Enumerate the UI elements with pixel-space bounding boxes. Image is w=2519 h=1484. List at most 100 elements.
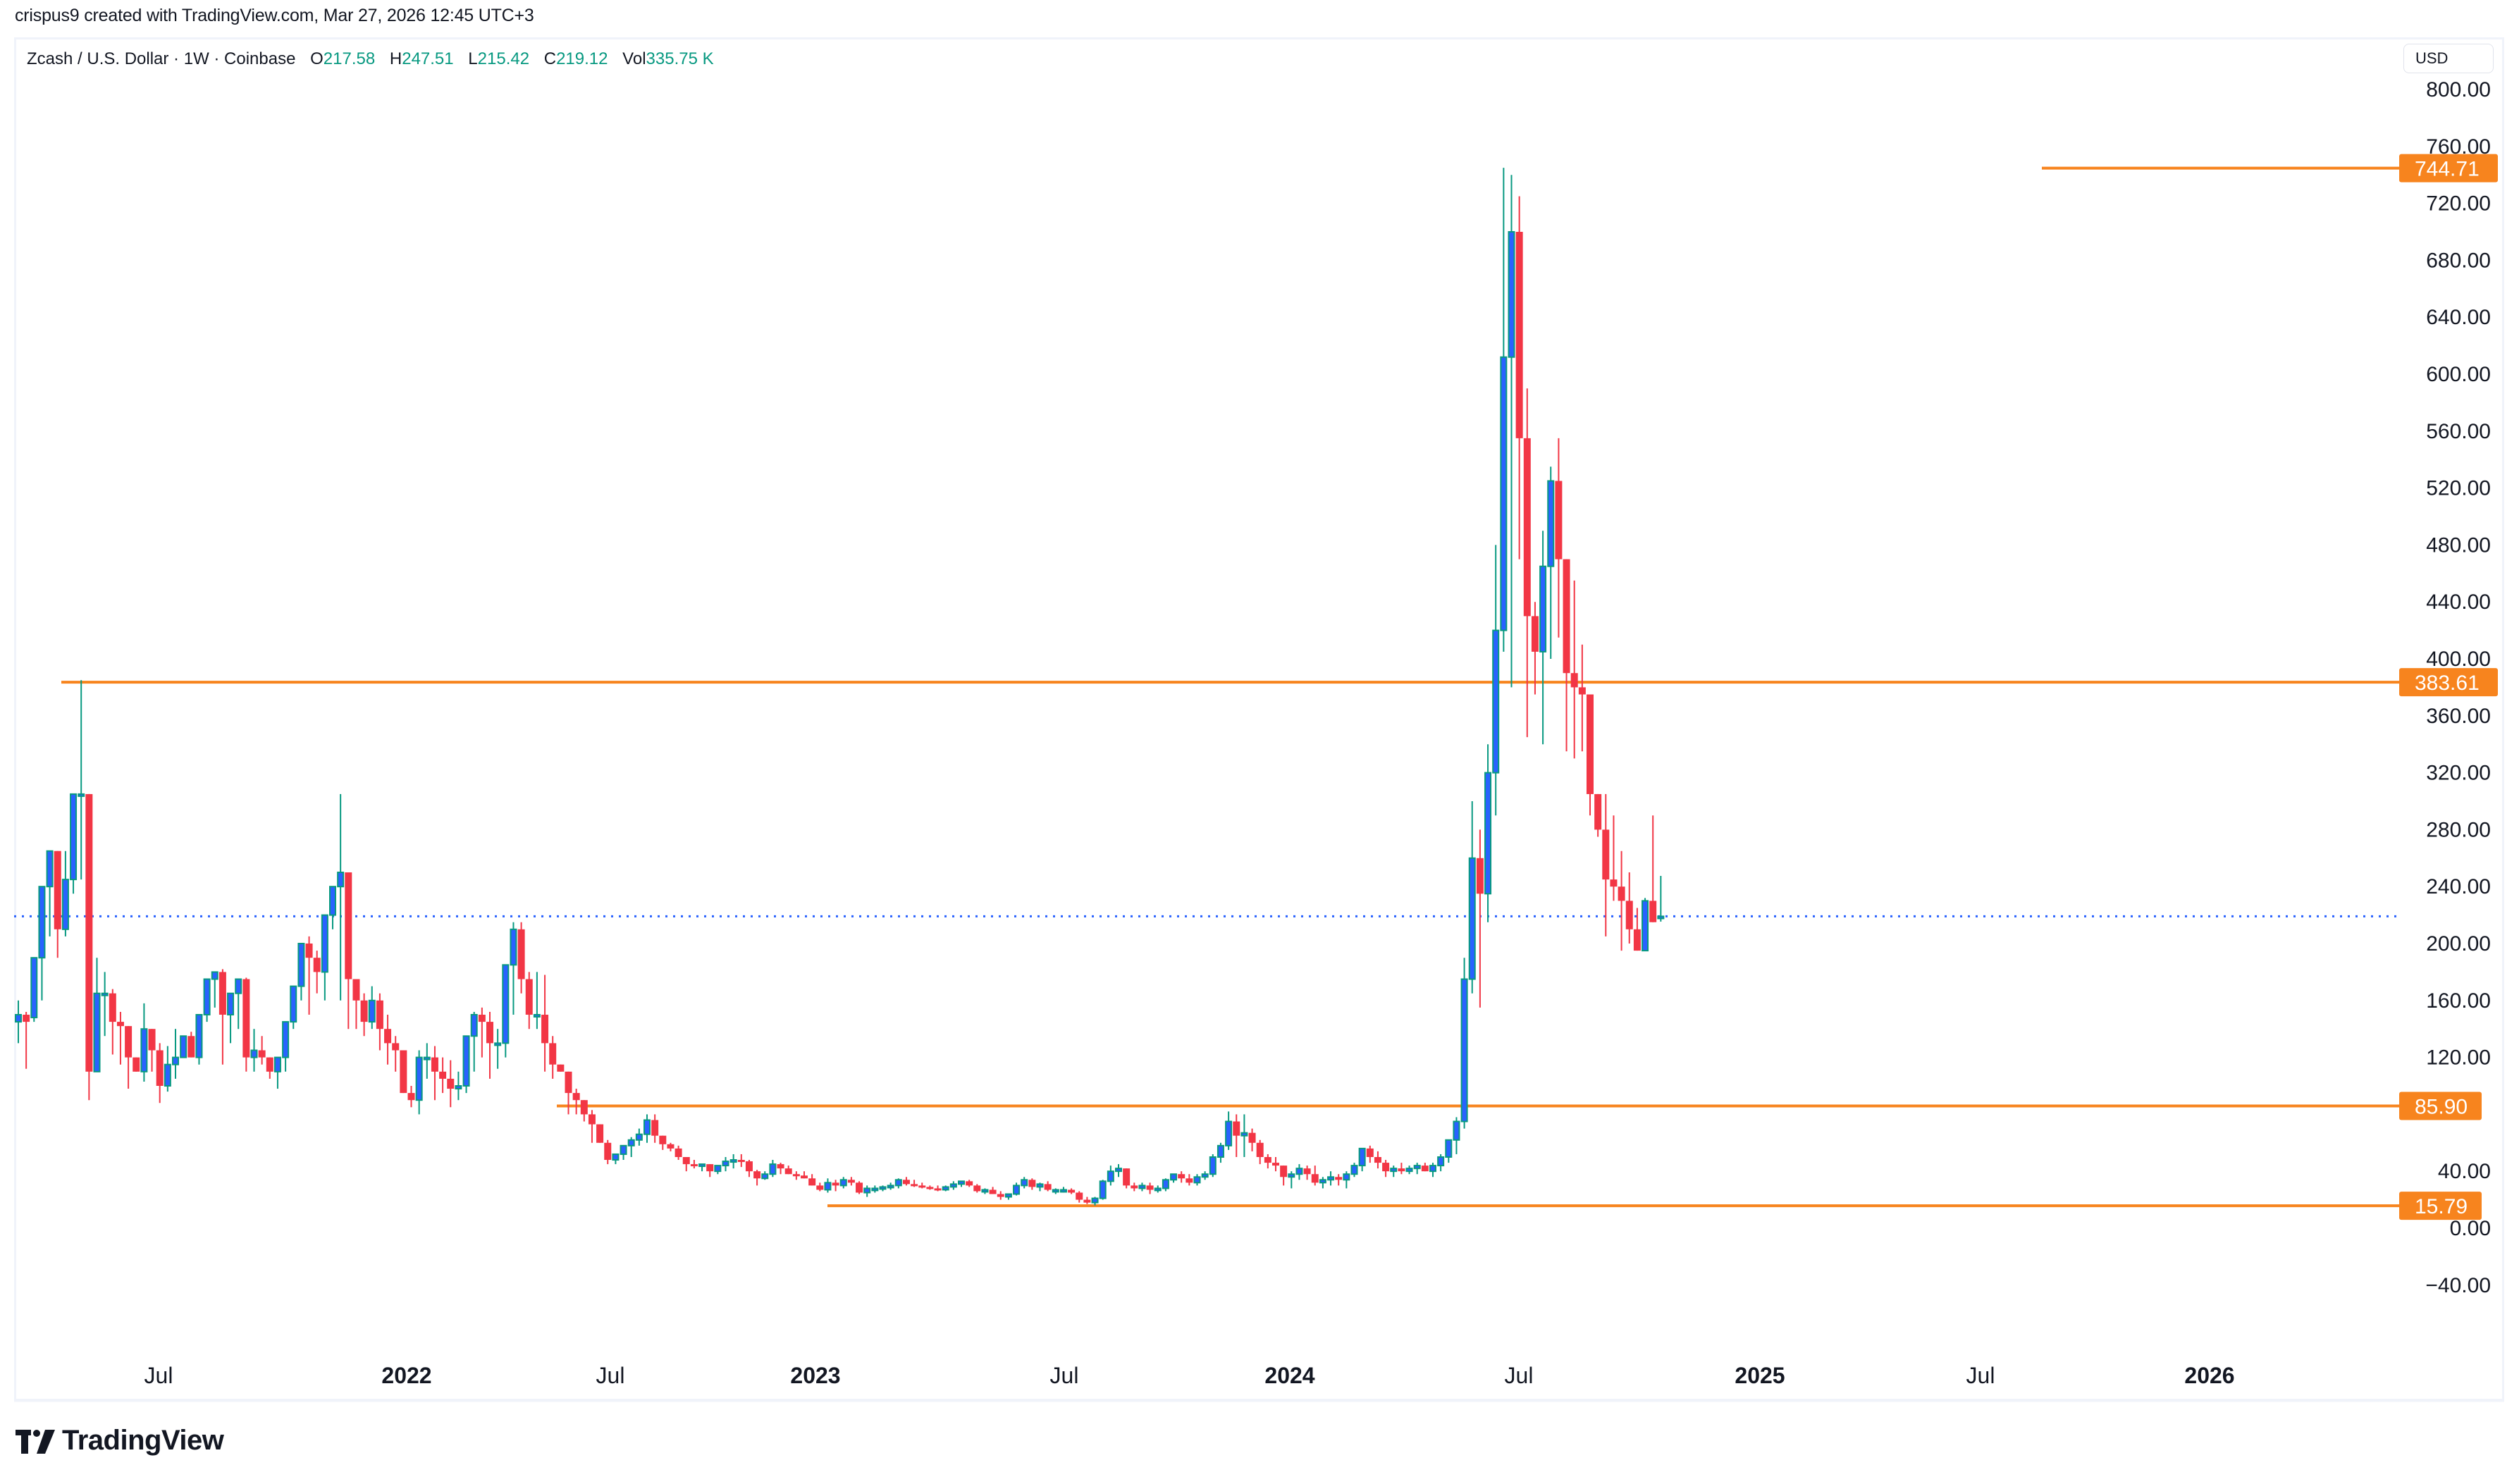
currency-button[interactable]: USD	[2403, 44, 2494, 73]
candle	[698, 1163, 706, 1172]
candle	[470, 1011, 478, 1072]
candle	[218, 969, 226, 1065]
candle	[1083, 1197, 1091, 1204]
time-tick-label: Jul	[1966, 1363, 1995, 1388]
candle	[863, 1185, 871, 1197]
candle	[1594, 793, 1602, 837]
candle	[1374, 1151, 1381, 1169]
candle	[1547, 466, 1555, 659]
candle	[942, 1185, 949, 1192]
price-tick-label: 200.00	[2426, 932, 2491, 956]
candle	[572, 1089, 580, 1115]
high-label: H	[389, 49, 402, 68]
candle	[729, 1154, 737, 1169]
candle	[620, 1144, 627, 1161]
price-tick-label: 40.00	[2438, 1160, 2491, 1183]
candle	[753, 1170, 761, 1186]
candle	[1413, 1163, 1421, 1175]
candle	[533, 972, 541, 1029]
candle	[667, 1142, 675, 1151]
candle	[1437, 1154, 1445, 1172]
candle	[588, 1110, 596, 1143]
candle	[1021, 1177, 1028, 1189]
candle	[879, 1185, 887, 1192]
time-axis[interactable]: Jul 2022 Jul 2023 Jul 2024 Jul 2025 Jul 2026	[144, 1363, 2235, 1388]
candle	[1343, 1171, 1350, 1189]
candle	[455, 1071, 462, 1101]
candle	[981, 1188, 989, 1194]
candle	[1642, 898, 1649, 952]
price-axis[interactable]: 800.00760.00720.00680.00640.00600.00560.…	[2425, 78, 2491, 1297]
candle	[407, 1086, 415, 1108]
price-tick-label: 120.00	[2426, 1046, 2491, 1070]
price-tick-label: 560.00	[2426, 420, 2491, 443]
candle	[400, 1050, 407, 1094]
candle	[1587, 694, 1594, 816]
candle	[1460, 958, 1468, 1129]
time-tick-label: Jul	[1050, 1363, 1079, 1388]
tradingview-logo-icon	[16, 1429, 55, 1454]
time-tick-label: 2024	[1264, 1363, 1314, 1388]
candle	[1115, 1164, 1122, 1177]
candle	[1539, 531, 1547, 745]
candle	[769, 1160, 777, 1177]
candle	[1327, 1171, 1335, 1186]
time-tick-label: Jul	[1505, 1363, 1534, 1388]
symbol-legend: Zcash / U.S. Dollar · 1W · Coinbase O217…	[27, 49, 714, 69]
svg-text:383.61: 383.61	[2415, 672, 2480, 695]
open-value: 217.58	[323, 49, 376, 68]
candle	[1044, 1181, 1052, 1192]
candle	[958, 1180, 965, 1187]
candle	[352, 979, 360, 1029]
candle	[23, 1011, 30, 1069]
candle	[1531, 602, 1539, 695]
candle	[1240, 1114, 1248, 1157]
tradingview-logo[interactable]: TradingView	[16, 1425, 224, 1457]
candle	[266, 1057, 273, 1079]
candle	[1610, 815, 1618, 901]
candle	[612, 1153, 620, 1165]
candle	[1570, 580, 1578, 759]
candle	[431, 1046, 438, 1101]
symbol-title[interactable]: Zcash / U.S. Dollar · 1W · Coinbase	[27, 49, 296, 68]
price-tick-label: 280.00	[2426, 818, 2491, 841]
candle	[1004, 1193, 1012, 1200]
tradingview-logo-text: TradingView	[62, 1425, 224, 1456]
level-price-tag: 85.90	[2399, 1092, 2482, 1120]
candle	[706, 1164, 714, 1177]
candle	[85, 793, 93, 1101]
candle	[1146, 1182, 1154, 1194]
candle	[1280, 1165, 1288, 1186]
candle	[510, 922, 517, 1015]
candle	[801, 1171, 808, 1179]
candle	[604, 1139, 612, 1165]
candle	[1052, 1188, 1059, 1194]
candle	[1303, 1165, 1311, 1180]
candle	[1201, 1171, 1209, 1180]
candle	[1162, 1178, 1169, 1192]
candle	[722, 1157, 729, 1172]
candle	[1170, 1173, 1178, 1183]
candle	[541, 975, 549, 1072]
candle	[1429, 1163, 1436, 1177]
horizontal-levels	[61, 166, 2403, 1208]
price-tick-label: −40.00	[2425, 1274, 2491, 1297]
candle	[93, 958, 101, 1072]
candle	[777, 1163, 784, 1175]
candle	[273, 1056, 281, 1089]
candle	[761, 1171, 769, 1180]
candle	[54, 851, 61, 958]
level-price-tag: 15.79	[2399, 1192, 2482, 1220]
level-price-tag: 744.71	[2399, 154, 2498, 183]
time-tick-label: 2023	[790, 1363, 840, 1388]
candle	[1382, 1160, 1390, 1177]
candle	[486, 1011, 493, 1079]
candle	[627, 1137, 635, 1157]
candle	[235, 978, 242, 1029]
candle	[1256, 1139, 1264, 1165]
price-tick-label: 720.00	[2426, 192, 2491, 216]
price-tick-label: 480.00	[2426, 533, 2491, 557]
candle	[1185, 1174, 1193, 1186]
candle	[824, 1178, 832, 1193]
